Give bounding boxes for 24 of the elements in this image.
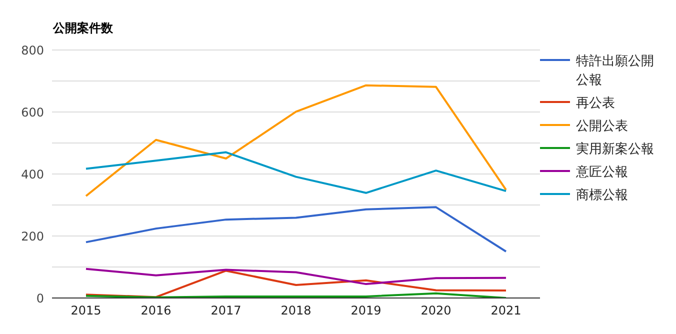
x-tick-label: 2019 — [350, 304, 382, 318]
x-tick-label: 2015 — [70, 304, 102, 318]
line-series — [85, 268, 507, 286]
y-tick-label: 800 — [21, 43, 44, 58]
legend-label: 公開公表 — [576, 118, 629, 136]
x-tick-label: 2017 — [210, 304, 242, 318]
chart-title: 公開案件数 — [53, 20, 113, 37]
legend-label: 再公表 — [576, 95, 616, 113]
x-tick-label: 2016 — [140, 304, 172, 318]
y-tick-label: 200 — [21, 229, 44, 244]
legend-label: 特許出願公開公報 — [576, 53, 655, 90]
legend-label: 意匠公報 — [576, 164, 629, 182]
legend-label: 実用新案公報 — [576, 141, 655, 159]
x-tick-label: 2021 — [490, 304, 522, 318]
line-series — [85, 84, 507, 198]
x-tick-label: 2020 — [420, 304, 452, 318]
line-series — [85, 151, 507, 194]
y-tick-label: 600 — [21, 105, 44, 120]
y-tick-label: 400 — [21, 167, 44, 182]
line-series — [85, 206, 507, 252]
y-tick-label: 0 — [36, 291, 44, 306]
legend-label: 商標公報 — [576, 187, 629, 205]
line-series — [85, 270, 507, 298]
x-tick-label: 2018 — [280, 304, 312, 318]
